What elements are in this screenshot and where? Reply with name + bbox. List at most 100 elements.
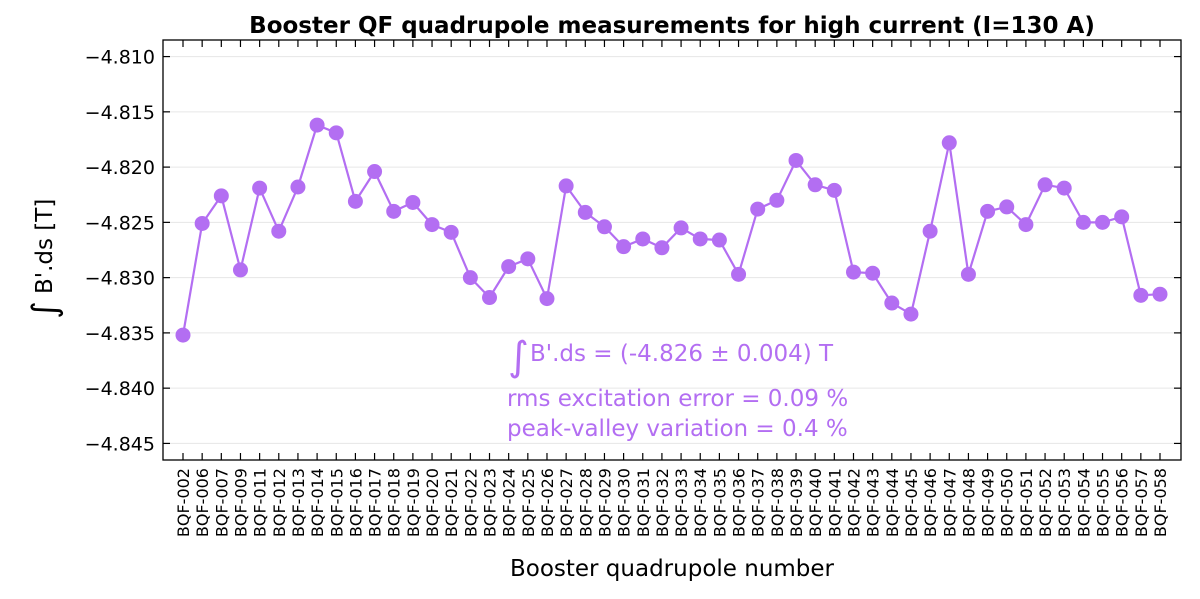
data-point <box>807 177 823 193</box>
y-axis-integral-symbol: ∫ <box>25 301 65 319</box>
x-tick-label: BQF-026 <box>538 468 557 537</box>
gridlines <box>163 56 1181 444</box>
data-point <box>405 194 421 210</box>
data-point <box>424 217 440 233</box>
data-point <box>386 203 402 219</box>
data-point <box>941 135 957 151</box>
annotation-integral-symbol: ∫ <box>508 334 529 380</box>
data-point <box>673 220 689 236</box>
x-tick-label: BQF-028 <box>576 468 595 537</box>
x-tick-label: BQF-043 <box>864 468 883 537</box>
x-axis-label: Booster quadrupole number <box>510 556 835 582</box>
y-axis: −4.810 −4.815 −4.820 −4.825 −4.830 −4.835 −4.8… <box>85 47 1181 455</box>
x-tick-label: BQF-030 <box>615 468 634 537</box>
x-tick-label: BQF-036 <box>730 468 749 537</box>
y-tick-label: −4.845 <box>85 433 155 455</box>
data-point <box>884 295 900 311</box>
x-tick-label: BQF-057 <box>1132 468 1151 537</box>
x-tick-label: BQF-015 <box>327 468 346 537</box>
data-point <box>213 188 229 204</box>
x-tick-label: BQF-040 <box>806 468 825 537</box>
data-point <box>826 182 842 198</box>
x-tick-label: BQF-012 <box>270 468 289 537</box>
y-tick-label: −4.840 <box>85 378 155 400</box>
chart-title: Booster QF quadrupole measurements for h… <box>249 13 1095 39</box>
data-point <box>1095 214 1111 230</box>
x-tick-label: BQF-025 <box>519 468 538 537</box>
data-point <box>462 270 478 286</box>
data-point <box>443 224 459 240</box>
x-tick-label: BQF-009 <box>231 468 250 537</box>
data-point <box>845 264 861 280</box>
x-tick-label: BQF-018 <box>385 468 404 537</box>
data-point <box>194 215 210 231</box>
data-point <box>750 201 766 217</box>
x-axis: BQF-002 BQF-006 BQF-007 BQF-009 BQF-011 BQF-0… <box>174 40 1170 537</box>
x-tick-label: BQF-045 <box>902 468 921 537</box>
data-point <box>539 291 555 307</box>
x-tick-label: BQF-034 <box>691 468 710 537</box>
x-tick-label: BQF-048 <box>959 468 978 537</box>
x-tick-label: BQF-007 <box>212 468 231 537</box>
data-point <box>1018 217 1034 233</box>
x-tick-label: BQF-021 <box>442 468 461 537</box>
x-tick-label: BQF-017 <box>366 468 385 537</box>
x-tick-label: BQF-052 <box>1036 468 1055 537</box>
data-point <box>232 262 248 278</box>
data-point <box>903 306 919 322</box>
data-point <box>290 179 306 195</box>
x-tick-label: BQF-023 <box>481 468 500 537</box>
data-point <box>252 180 268 196</box>
x-tick-label: BQF-039 <box>787 468 806 537</box>
data-point <box>501 259 517 275</box>
data-point <box>999 199 1015 215</box>
data-point <box>577 204 593 220</box>
data-point <box>1075 214 1091 230</box>
y-tick-label: −4.835 <box>85 323 155 345</box>
x-tick-label: BQF-042 <box>844 468 863 537</box>
x-tick-label: BQF-056 <box>1113 468 1132 537</box>
series-line <box>181 123 1161 336</box>
x-tick-label: BQF-055 <box>1094 468 1113 537</box>
x-tick-label: BQF-033 <box>672 468 691 537</box>
data-point <box>769 192 785 208</box>
x-tick-label: BQF-011 <box>251 468 270 537</box>
x-tick-label: BQF-002 <box>174 468 193 537</box>
x-tick-label: BQF-044 <box>883 468 902 537</box>
x-tick-label: BQF-027 <box>557 468 576 537</box>
x-tick-label: BQF-020 <box>423 468 442 537</box>
y-tick-label: −4.830 <box>85 268 155 290</box>
data-point <box>711 232 727 248</box>
y-axis-label-group: ∫ B'.ds [T] <box>25 199 65 319</box>
data-point <box>1056 180 1072 196</box>
y-tick-label: −4.810 <box>85 47 155 69</box>
data-point <box>328 125 344 141</box>
data-point <box>520 251 536 267</box>
x-tick-label: BQF-019 <box>404 468 423 537</box>
data-point <box>482 290 498 306</box>
data-point <box>596 219 612 235</box>
x-tick-label: BQF-029 <box>595 468 614 537</box>
data-point <box>731 266 747 282</box>
data-point <box>175 327 191 343</box>
x-tick-label: BQF-016 <box>346 468 365 537</box>
y-tick-label: −4.820 <box>85 157 155 179</box>
y-tick-label: −4.815 <box>85 102 155 124</box>
data-point <box>960 266 976 282</box>
annotation-peak-valley: peak-valley variation = 0.4 % <box>507 416 848 442</box>
data-point <box>865 265 881 281</box>
x-tick-label: BQF-049 <box>979 468 998 537</box>
x-tick-label: BQF-031 <box>634 468 653 537</box>
x-tick-label: BQF-022 <box>461 468 480 537</box>
x-tick-label: BQF-047 <box>940 468 959 537</box>
x-tick-label: BQF-013 <box>289 468 308 537</box>
data-point <box>1133 287 1149 303</box>
x-tick-label: BQF-032 <box>653 468 672 537</box>
x-tick-label: BQF-041 <box>825 468 844 537</box>
x-tick-label: BQF-024 <box>500 468 519 537</box>
x-tick-label: BQF-038 <box>768 468 787 537</box>
data-point <box>692 231 708 247</box>
x-tick-label: BQF-035 <box>710 468 729 537</box>
